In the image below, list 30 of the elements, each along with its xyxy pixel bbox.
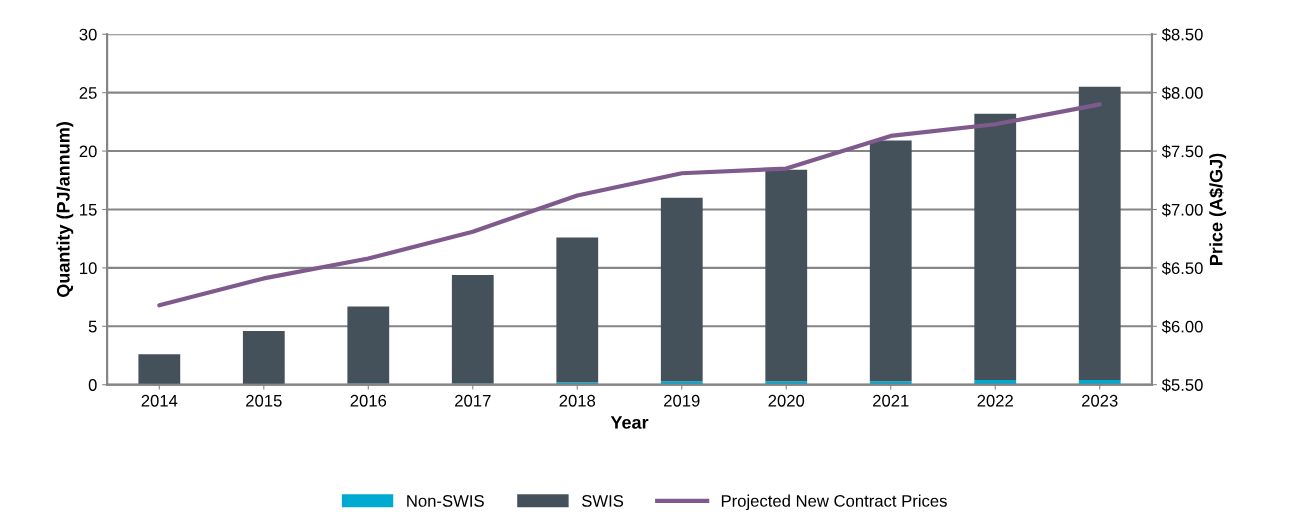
y2-tick-label: $7.00 [1161,203,1203,217]
y2-tick-label: $6.00 [1161,320,1203,334]
y-tick-label: 5 [88,320,97,333]
x-tick-label: 2019 [664,394,700,407]
y-tick-label: 15 [80,204,97,216]
x-axis-title: Year [610,416,649,429]
x-tick-label: 2016 [350,394,387,407]
y2-tick-label: $8.50 [1161,27,1203,42]
y-tick-label: 25 [79,87,97,99]
x-tick-label: 2018 [559,394,596,407]
y2-tick-label: $8.00 [1161,86,1203,100]
y-axis-title: Quantity (PJ/annum) [56,122,74,298]
y-tick-label: 20 [79,145,97,158]
x-tick-label: 2021 [873,394,909,407]
legend-label: Non-SWIS [407,495,484,507]
legend-label: Projected New Contract Prices [721,494,947,511]
y2-tick-label: $7.50 [1161,144,1203,159]
x-tick-label: 2017 [455,394,491,407]
legend-label: SWIS [582,495,624,507]
y-tick-label: 10 [80,262,97,275]
x-tick-label: 2020 [768,394,805,407]
y2-tick-label: $5.50 [1161,378,1203,392]
y2-axis-title: Price (A$/GJ) [1208,153,1227,265]
x-tick-label: 2022 [977,394,1013,407]
x-tick-label: 2014 [141,394,178,407]
x-tick-label: 2023 [1082,394,1118,407]
y2-tick-label: $6.50 [1161,261,1203,276]
y-tick-label: 30 [79,28,97,41]
y-tick-label: 0 [88,379,97,391]
x-tick-label: 2015 [246,394,282,407]
